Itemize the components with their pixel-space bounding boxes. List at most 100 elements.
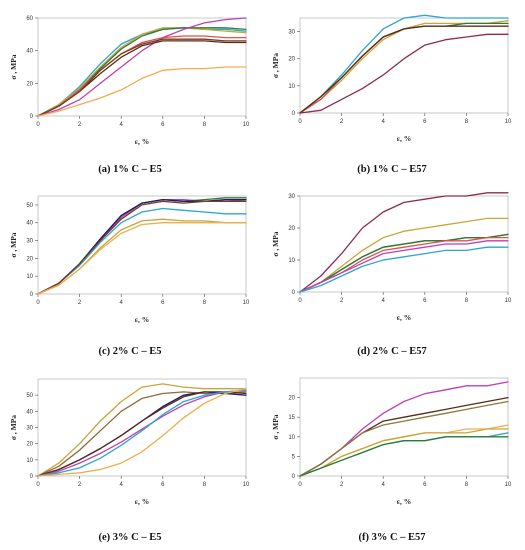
x-tick-label: 8 xyxy=(465,119,469,125)
x-tick-label: 10 xyxy=(243,482,250,488)
y-tick-label: 30 xyxy=(288,30,295,36)
x-tick-label: 8 xyxy=(203,482,207,488)
series-line-4 xyxy=(37,198,247,295)
caption-b: (b) 1% C – E57 xyxy=(357,164,427,175)
y-tick-label: 30 xyxy=(26,239,33,245)
y-tick-label: 20 xyxy=(288,57,295,63)
y-tick-label: 10 xyxy=(288,258,295,264)
x-tick-label: 4 xyxy=(382,298,386,304)
series-line-5 xyxy=(299,25,509,114)
series-line-1 xyxy=(299,192,509,293)
x-tick-label: 8 xyxy=(465,482,469,488)
chart-panel-e: 0 10 20 30 40 50 0 2 4 6 8 10 ε, % σ , MPa (e) 3% C –… xyxy=(0,366,262,550)
x-tick-label: 0 xyxy=(36,300,40,306)
series-line-6 xyxy=(37,35,247,117)
series-line-6 xyxy=(37,389,247,477)
x-tick-label: 4 xyxy=(120,122,124,128)
y-axis-label: σ , MPa xyxy=(9,415,18,440)
y-tick-label: 5 xyxy=(292,454,296,460)
chart-c: 0 10 20 30 40 50 0 2 4 6 8 10 ε, % σ , MPa xyxy=(9,195,250,324)
series-line-7 xyxy=(37,388,247,477)
caption-c: (c) 2% C – E5 xyxy=(98,346,162,357)
series-line-7 xyxy=(37,222,247,295)
y-axis-label: σ , MPa xyxy=(271,53,280,78)
x-tick-label: 2 xyxy=(78,122,82,128)
x-tick-label: 6 xyxy=(423,298,427,304)
y-axis-label: σ , MPa xyxy=(9,54,18,79)
x-tick-label: 2 xyxy=(78,482,82,488)
chart-panel-a: 0 20 40 60 0 2 4 6 8 10 ε, % σ , MPa (a) 1% C – E5 xyxy=(0,0,262,180)
series-line-3 xyxy=(299,400,509,477)
series-line-3 xyxy=(37,27,247,117)
x-tick-label: 0 xyxy=(298,298,302,304)
y-tick-label: 60 xyxy=(26,16,33,22)
series-line-8 xyxy=(37,66,247,117)
x-tick-label: 0 xyxy=(298,119,302,125)
caption-f: (f) 3% C – E57 xyxy=(358,532,426,543)
series-line-6 xyxy=(299,33,509,114)
x-tick-label: 8 xyxy=(203,122,207,128)
y-tick-label: 20 xyxy=(288,226,295,232)
x-tick-label: 10 xyxy=(505,482,512,488)
x-tick-label: 6 xyxy=(161,122,165,128)
series-line-4 xyxy=(299,424,509,477)
caption-d: (d) 2% C – E57 xyxy=(357,346,427,357)
x-tick-label: 8 xyxy=(465,298,469,304)
plot-frame xyxy=(299,17,509,114)
series-line-1 xyxy=(37,383,247,477)
y-tick-label: 10 xyxy=(288,435,295,441)
plot-frame xyxy=(37,195,247,295)
x-tick-label: 4 xyxy=(120,300,124,306)
x-axis-label: ε, % xyxy=(397,497,411,506)
y-tick-label: 20 xyxy=(26,81,33,87)
series-line-2 xyxy=(299,217,509,293)
y-tick-label: 0 xyxy=(30,292,34,298)
series-line-5 xyxy=(299,428,509,477)
x-tick-label: 10 xyxy=(243,300,250,306)
x-tick-label: 2 xyxy=(340,482,344,488)
x-tick-label: 6 xyxy=(423,119,427,125)
chart-b: 0 10 20 30 0 2 4 6 8 10 ε, % σ , MPa xyxy=(271,14,512,143)
x-axis-label: ε, % xyxy=(397,313,411,322)
y-tick-label: 20 xyxy=(288,396,295,402)
series-line-1 xyxy=(37,27,247,117)
y-axis-label: σ , MPa xyxy=(271,414,280,439)
series-line-2 xyxy=(37,391,247,477)
x-tick-label: 4 xyxy=(382,482,386,488)
chart-panel-c: 0 10 20 30 40 50 0 2 4 6 8 10 ε, % σ , MPa (c) 2% C –… xyxy=(0,182,262,362)
y-tick-label: 40 xyxy=(26,49,33,55)
x-tick-label: 10 xyxy=(243,122,250,128)
x-axis-label: ε, % xyxy=(135,137,149,146)
y-tick-label: 50 xyxy=(26,203,33,209)
x-tick-label: 10 xyxy=(505,298,512,304)
y-tick-label: 0 xyxy=(292,111,296,117)
x-tick-label: 2 xyxy=(78,300,82,306)
chart-d: 0 10 20 30 0 2 4 6 8 10 ε, % σ , MPa xyxy=(271,192,512,322)
chart-f: 0 5 10 15 20 0 2 4 6 8 10 ε, % σ , MPa xyxy=(271,377,512,506)
chart-a: 0 20 40 60 0 2 4 6 8 10 ε, % σ , MPa xyxy=(9,16,250,146)
x-axis-label: ε, % xyxy=(397,134,411,143)
series-line-2 xyxy=(37,27,247,117)
series-line-2 xyxy=(37,198,247,295)
x-axis-label: ε, % xyxy=(135,315,149,324)
y-tick-label: 20 xyxy=(26,442,33,448)
y-axis-label: σ , MPa xyxy=(9,232,18,257)
y-axis-label: σ , MPa xyxy=(271,231,280,256)
caption-e: (e) 3% C – E5 xyxy=(98,532,162,543)
series-line-1 xyxy=(37,207,247,295)
x-tick-label: 0 xyxy=(298,482,302,488)
x-tick-label: 0 xyxy=(36,122,40,128)
y-tick-label: 0 xyxy=(292,290,296,296)
x-tick-label: 8 xyxy=(203,300,207,306)
series-line-6 xyxy=(299,432,509,477)
plot-frame xyxy=(299,195,509,293)
series-line-6 xyxy=(37,218,247,295)
series-line-4 xyxy=(37,17,247,117)
series-line-6 xyxy=(299,240,509,293)
series-line-4 xyxy=(299,233,509,293)
plot-frame xyxy=(299,377,509,477)
chart-e: 0 10 20 30 40 50 0 2 4 6 8 10 ε, % σ , MPa xyxy=(9,378,250,506)
y-tick-label: 40 xyxy=(26,409,33,415)
series-line-5 xyxy=(37,389,247,477)
y-tick-label: 10 xyxy=(26,458,33,464)
